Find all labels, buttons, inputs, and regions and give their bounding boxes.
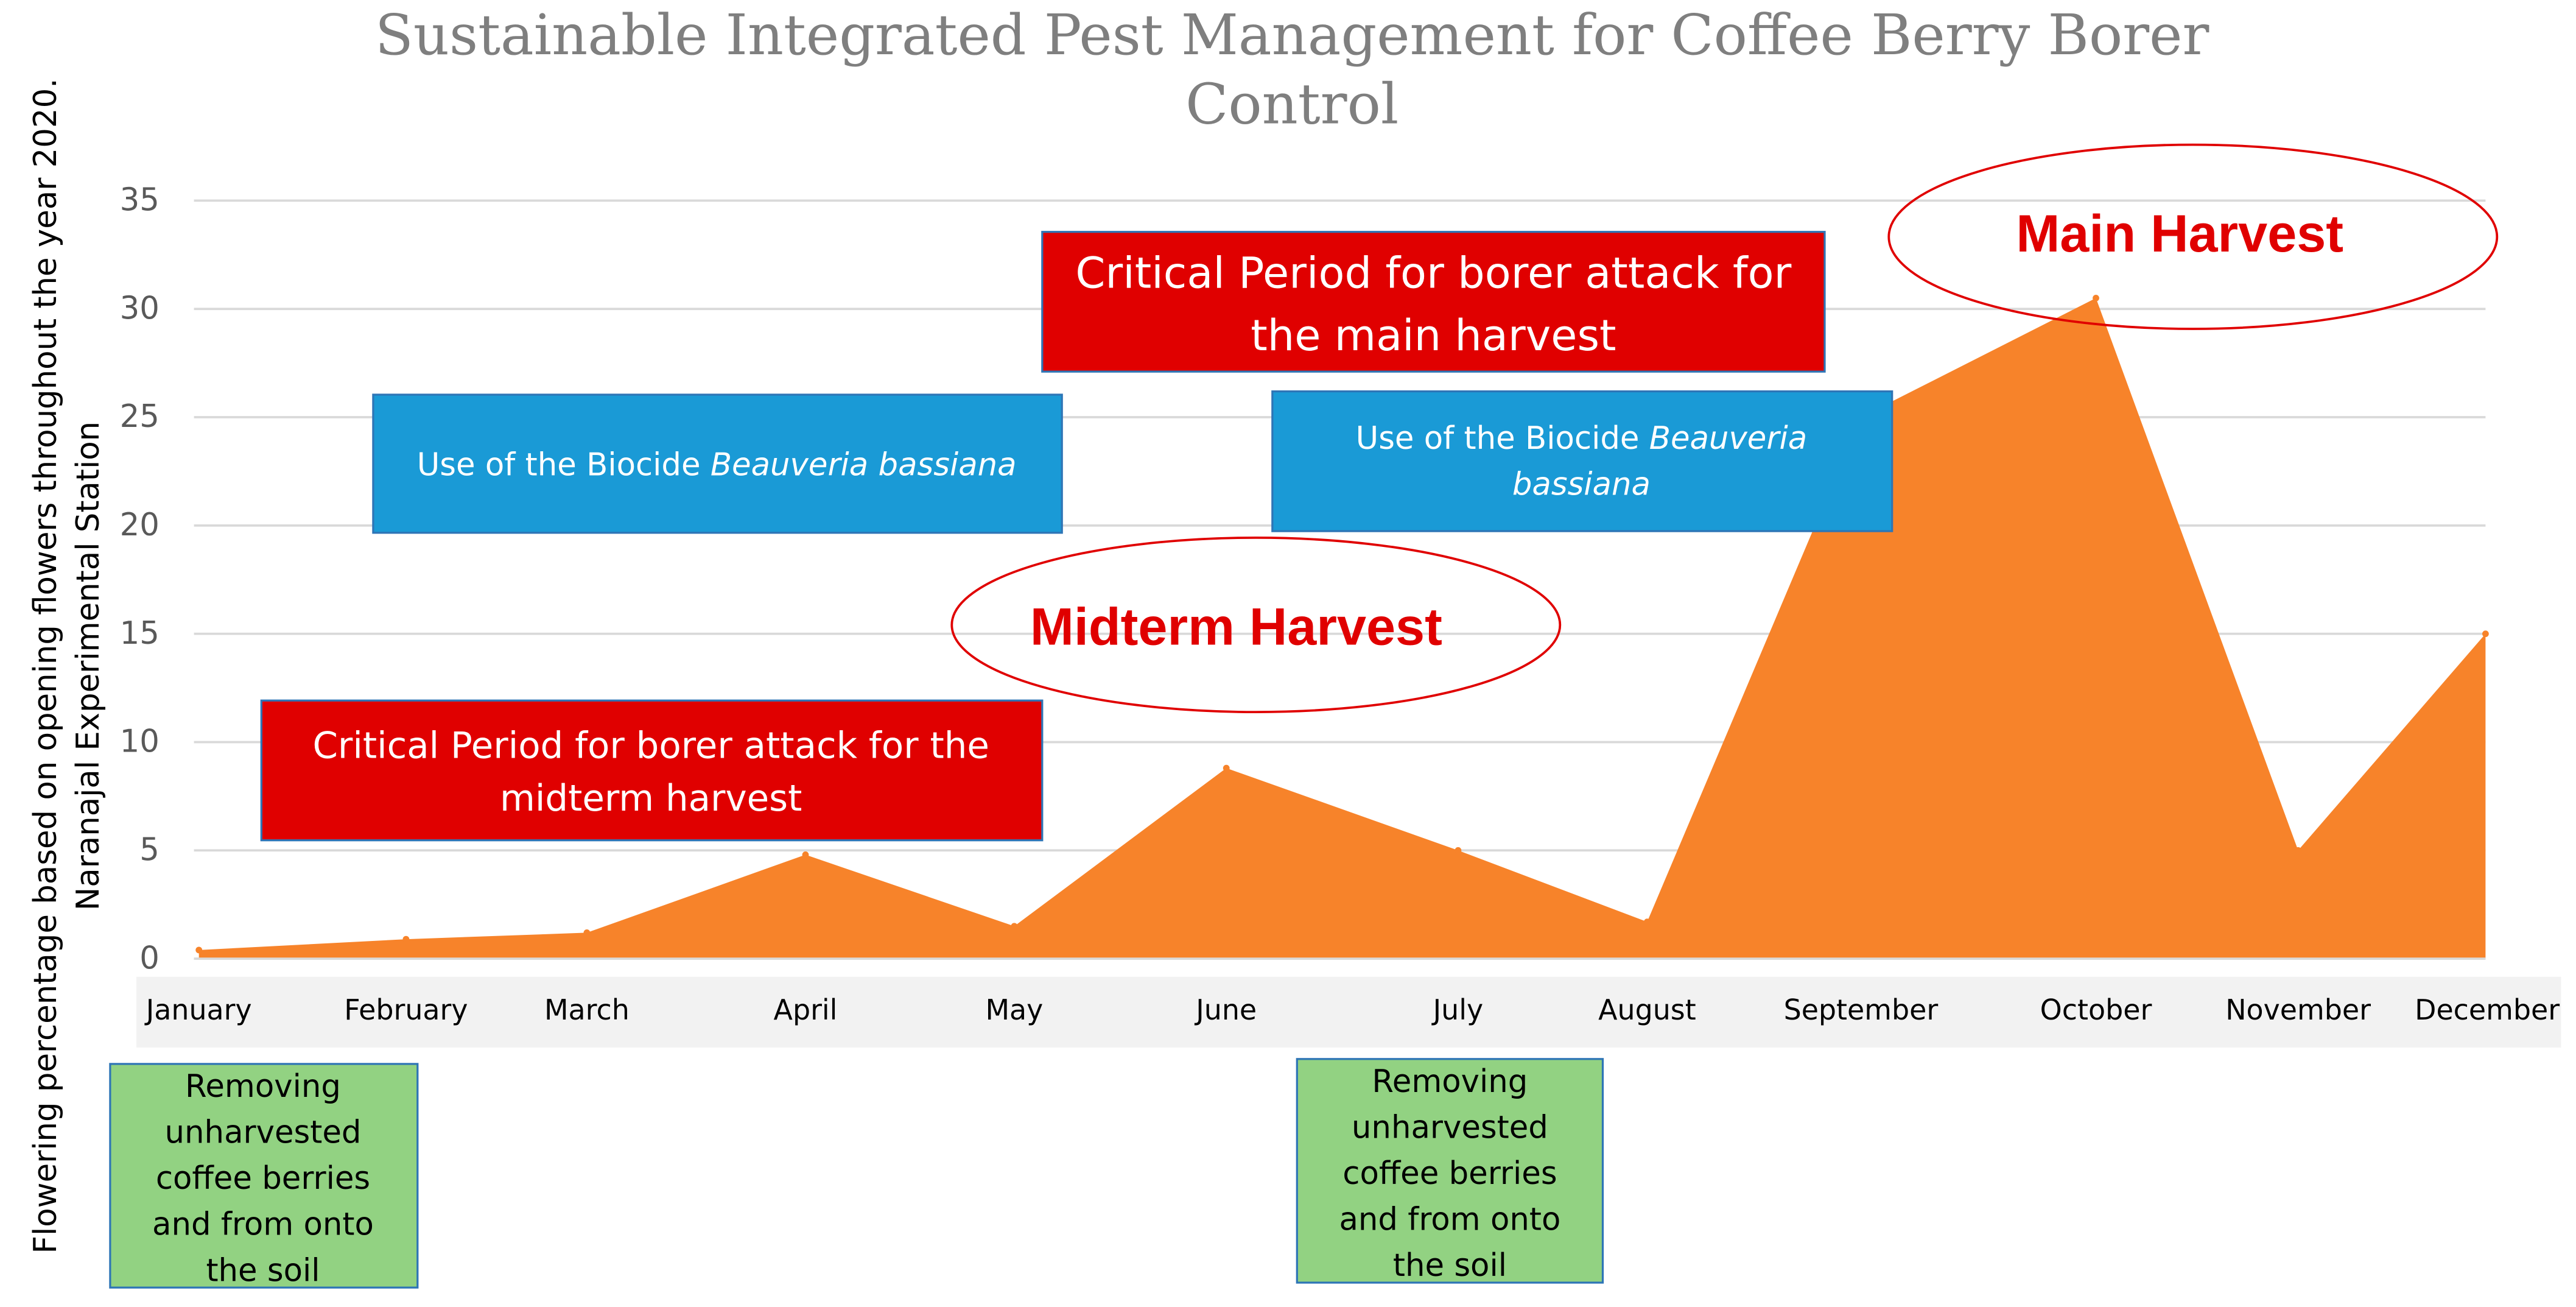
removal-left-text-line-1: Removing <box>185 1068 341 1105</box>
y-tick-label: 25 <box>120 398 160 435</box>
y-tick-label: 35 <box>120 182 160 219</box>
biocide-right-box <box>1271 390 1893 532</box>
main-harvest-label: Main Harvest <box>2016 205 2343 263</box>
biocide-left-box <box>372 393 1063 534</box>
data-point-august <box>1644 918 1651 926</box>
data-point-march <box>583 929 591 936</box>
critical-midterm-box <box>260 699 1044 842</box>
removal-right-text-line-1: Removing <box>1372 1063 1528 1100</box>
removal-left-box <box>109 1063 419 1289</box>
biocide-left-species: Beauveria bassiana <box>711 446 1017 483</box>
data-point-june <box>1223 764 1230 772</box>
midterm-harvest-label: Midterm Harvest <box>1030 597 1442 656</box>
flowering-area <box>198 298 2486 959</box>
data-point-november <box>2295 847 2302 854</box>
x-tick-label: February <box>344 993 468 1026</box>
x-tick-label: July <box>1431 993 1484 1026</box>
y-tick-label: 15 <box>120 615 160 652</box>
biocide-left-prefix: Use of the Biocide <box>417 446 711 483</box>
y-tick-label: 20 <box>120 507 160 543</box>
critical-main-box <box>1041 231 1826 373</box>
biocide-right-genus: Beauveria <box>1649 420 1807 457</box>
x-tick-label: November <box>2225 993 2371 1026</box>
removal-left-text-line-2: unharvested <box>165 1115 362 1151</box>
removal-right-text-line-3: coffee berries <box>1342 1155 1557 1192</box>
critical-midterm-text-line-2: midterm harvest <box>500 778 802 820</box>
data-point-january <box>195 946 203 954</box>
removal-right-text-line-4: and from onto <box>1339 1202 1560 1238</box>
biocide-right-text-line-1: Use of the Biocide Beauveria <box>1356 420 1807 457</box>
removal-right-text-line-2: unharvested <box>1352 1109 1548 1146</box>
critical-midterm-text-line-1: Critical Period for borer attack for the <box>312 725 989 767</box>
x-tick-label: August <box>1598 993 1696 1026</box>
removal-left-text-line-5: the soil <box>206 1252 320 1289</box>
x-tick-label: December <box>2415 993 2560 1026</box>
biocide-right-prefix: Use of the Biocide <box>1356 420 1649 457</box>
x-tick-label: June <box>1194 993 1257 1026</box>
x-tick-label: January <box>144 993 252 1026</box>
data-point-december <box>2482 630 2489 638</box>
y-axis-label-line-2: Naranajal Experimental Station <box>70 421 107 911</box>
critical-main-text-line-2: the main harvest <box>1251 311 1616 361</box>
data-point-october <box>2093 295 2099 301</box>
removal-right-text-line-5: the soil <box>1393 1247 1507 1284</box>
chart-title-line-2: Control <box>1185 72 1399 137</box>
main-harvest-ellipse <box>1887 143 2499 330</box>
y-tick-label: 5 <box>139 831 160 868</box>
y-axis-label-line-1: Flowering percentage based on opening fl… <box>27 79 64 1254</box>
critical-main-text-line-1: Critical Period for borer attack for <box>1075 248 1791 298</box>
x-tick-label: October <box>2040 993 2152 1026</box>
data-point-february <box>402 935 410 943</box>
removal-right-box <box>1296 1058 1604 1284</box>
y-tick-label: 0 <box>139 940 160 976</box>
x-tick-label: April <box>774 993 838 1026</box>
data-point-july <box>1455 847 1462 854</box>
biocide-right-text-line-2: bassiana <box>1512 467 1651 503</box>
chart-title: Sustainable Integrated Pest Management f… <box>375 2 2209 68</box>
y-tick-label: 10 <box>120 724 160 760</box>
x-tick-label: March <box>544 993 630 1026</box>
midterm-harvest-ellipse <box>950 537 1562 713</box>
removal-left-text-line-4: and from onto <box>152 1207 374 1243</box>
data-point-may <box>1011 923 1018 930</box>
x-tick-label: September <box>1784 993 1939 1026</box>
x-axis-band <box>136 976 2561 1048</box>
y-tick-label: 30 <box>120 290 160 326</box>
data-point-april <box>802 851 809 858</box>
x-tick-label: May <box>985 993 1043 1026</box>
removal-left-text-line-3: coffee berries <box>156 1160 370 1197</box>
biocide-left-text: Use of the Biocide Beauveria bassiana <box>417 446 1017 483</box>
